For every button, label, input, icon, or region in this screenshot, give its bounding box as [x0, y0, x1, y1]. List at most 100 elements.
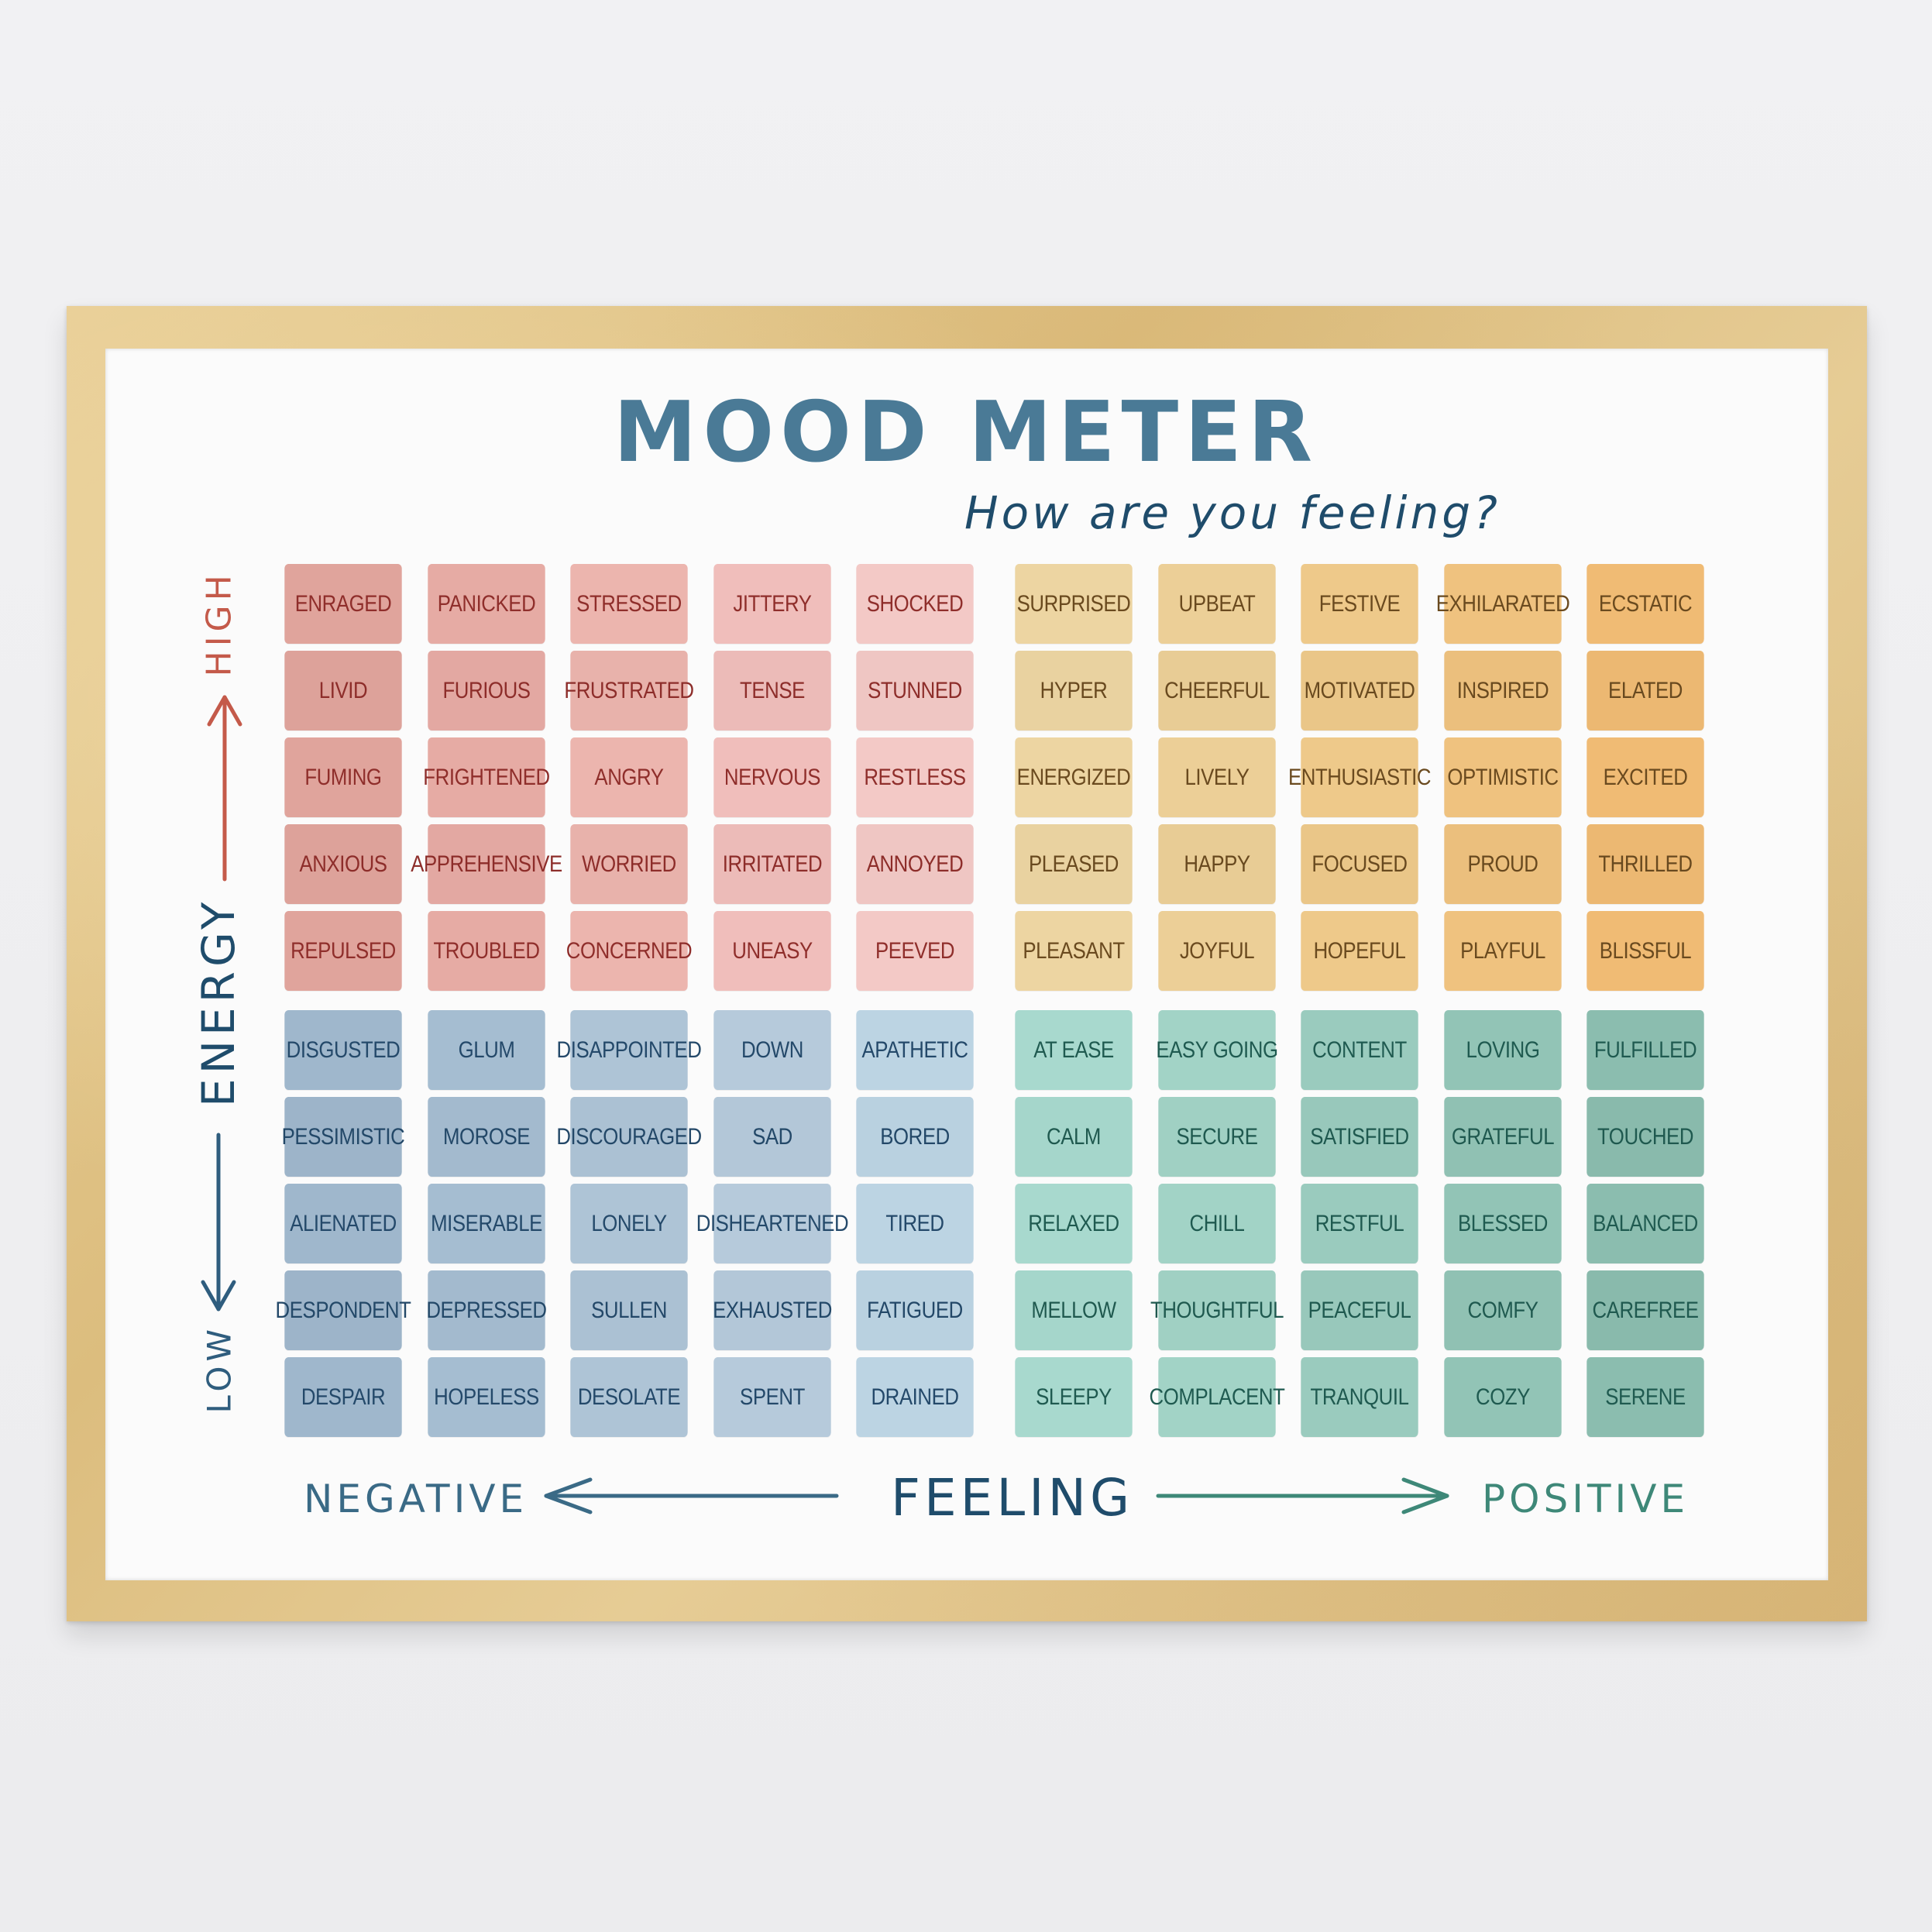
mood-word: RESTLESS	[864, 764, 966, 790]
mood-word: MOROSE	[442, 1123, 530, 1150]
mood-word: LOVING	[1466, 1036, 1539, 1063]
mood-word: DESOLATE	[577, 1384, 681, 1410]
mood-cell: FUMING	[284, 737, 402, 817]
mood-word: EXHILARATED	[1435, 590, 1569, 617]
mood-cell: STRESSED	[570, 564, 688, 644]
mood-word: COMPLACENT	[1149, 1384, 1284, 1410]
mood-word: PESSIMISTIC	[281, 1123, 405, 1150]
mood-word: TIRED	[885, 1210, 944, 1236]
mood-cell: MISERABLE	[427, 1184, 545, 1263]
mood-cell: BLESSED	[1443, 1184, 1562, 1263]
mood-word: GRATEFUL	[1451, 1123, 1554, 1150]
mood-cell: HAPPY	[1157, 824, 1276, 904]
mood-word: DISAPPOINTED	[556, 1036, 702, 1063]
mood-cell: DISCOURAGED	[556, 1097, 702, 1177]
mood-cell: ALIENATED	[284, 1184, 402, 1263]
axis-label-feeling: FEELING	[891, 1468, 1134, 1528]
quadrant-high-energy-positive: SURPRISED UPBEAT FESTIVE EXHILARATED ECSTATI…	[1006, 564, 1714, 991]
mood-cell: PANICKED	[427, 564, 545, 644]
mood-word: JITTERY	[732, 590, 812, 617]
mood-cell: CALM	[1015, 1097, 1133, 1177]
mood-word: FUMING	[304, 764, 382, 790]
mood-word: OPTIMISTIC	[1446, 764, 1559, 790]
mood-word: TRANQUIL	[1310, 1384, 1409, 1410]
mood-cell: PEEVED	[856, 911, 974, 991]
mood-cell: COMPLACENT	[1149, 1357, 1284, 1437]
mood-cell: APATHETIC	[856, 1010, 974, 1090]
mood-word: INSPIRED	[1456, 677, 1549, 703]
mood-cell: CHILL	[1157, 1184, 1276, 1263]
mood-word: EXHAUSTED	[712, 1297, 832, 1323]
mood-word: HOPELESS	[433, 1384, 539, 1410]
mood-cell: UNEASY	[713, 911, 831, 991]
poster-title: MOOD METER	[613, 384, 1319, 481]
mood-word: TENSE	[739, 677, 805, 703]
mood-word: BLESSED	[1457, 1210, 1548, 1236]
mood-word: FRUSTRATED	[564, 677, 694, 703]
mood-word: ENTHUSIASTIC	[1287, 764, 1432, 790]
mood-cell: ENRAGED	[284, 564, 402, 644]
mood-word: PROUD	[1466, 851, 1538, 877]
mood-cell: ENERGIZED	[1015, 737, 1133, 817]
mood-cell: MOROSE	[427, 1097, 545, 1177]
mood-cell: TROUBLED	[427, 911, 545, 991]
mood-word: TROUBLED	[432, 937, 540, 964]
mood-word: THRILLED	[1598, 851, 1693, 877]
mood-cell: COZY	[1443, 1357, 1562, 1437]
mood-word: SURPRISED	[1016, 590, 1131, 617]
mood-cell: SERENE	[1587, 1357, 1704, 1437]
mood-word: NERVOUS	[724, 764, 820, 790]
mood-word: BORED	[880, 1123, 950, 1150]
mood-word: SECURE	[1176, 1123, 1257, 1150]
mood-cell: FULFILLED	[1587, 1010, 1704, 1090]
mood-cell: DISGUSTED	[284, 1010, 402, 1090]
mood-cell: CONCERNED	[566, 911, 693, 991]
mood-word: TOUCHED	[1597, 1123, 1694, 1150]
mood-cell: GRATEFUL	[1443, 1097, 1562, 1177]
quadrant-low-energy-negative: DISGUSTED GLUM DISAPPOINTED DOWN APATHETIC PE…	[275, 1010, 983, 1437]
mood-cell: PLAYFUL	[1443, 911, 1562, 991]
mood-cell: SURPRISED	[1015, 564, 1133, 644]
mood-cell: SAD	[713, 1097, 831, 1177]
mood-word: ECSTATIC	[1598, 590, 1693, 617]
mood-cell: MELLOW	[1015, 1270, 1133, 1350]
mood-cell: RESTLESS	[856, 737, 974, 817]
mood-cell: DESOLATE	[570, 1357, 688, 1437]
mood-cell: REPULSED	[284, 911, 402, 991]
mood-cell: INSPIRED	[1443, 651, 1562, 731]
mood-word: EASY GOING	[1155, 1036, 1278, 1063]
mood-word: ALIENATED	[290, 1210, 397, 1236]
mood-cell: SATISFIED	[1301, 1097, 1418, 1177]
mood-cell: BORED	[856, 1097, 974, 1177]
mood-word: GLUM	[458, 1036, 514, 1063]
mood-word: CONTENT	[1312, 1036, 1407, 1063]
mood-cell: TIRED	[856, 1184, 974, 1263]
mood-cell: DISHEARTENED	[696, 1184, 848, 1263]
mood-word: FURIOUS	[442, 677, 531, 703]
mood-word: LONELY	[591, 1210, 667, 1236]
mood-word: DISGUSTED	[286, 1036, 400, 1063]
poster-subtitle: How are you feeling?	[964, 486, 1501, 539]
mood-word: THOUGHTFUL	[1150, 1297, 1284, 1323]
mood-cell: CONTENT	[1301, 1010, 1418, 1090]
mood-word: ANNOYED	[866, 851, 964, 877]
mood-cell: LOVING	[1443, 1010, 1562, 1090]
mood-cell: UPBEAT	[1157, 564, 1276, 644]
quadrant-high-energy-negative: ENRAGED PANICKED STRESSED JITTERY SHOCKED LIV…	[275, 564, 983, 991]
mood-word: UNEASY	[731, 937, 813, 964]
mood-cell: FOCUSED	[1301, 824, 1418, 904]
mood-word: DEPRESSED	[425, 1297, 547, 1323]
mood-word: FULFILLED	[1593, 1036, 1697, 1063]
mood-cell: TOUCHED	[1587, 1097, 1704, 1177]
mood-word: DISCOURAGED	[556, 1123, 702, 1150]
mood-word: SHOCKED	[866, 590, 964, 617]
mood-cell: ANXIOUS	[284, 824, 402, 904]
mood-word: RESTFUL	[1315, 1210, 1404, 1236]
mood-word: ANGRY	[594, 764, 664, 790]
axis-label-high: HIGH	[199, 570, 239, 677]
mood-word: APPREHENSIVE	[410, 851, 562, 877]
mood-word: LIVELY	[1184, 764, 1249, 790]
mood-word: SERENE	[1605, 1384, 1686, 1410]
mood-word: IRRITATED	[722, 851, 822, 877]
mood-cell: DRAINED	[856, 1357, 974, 1437]
